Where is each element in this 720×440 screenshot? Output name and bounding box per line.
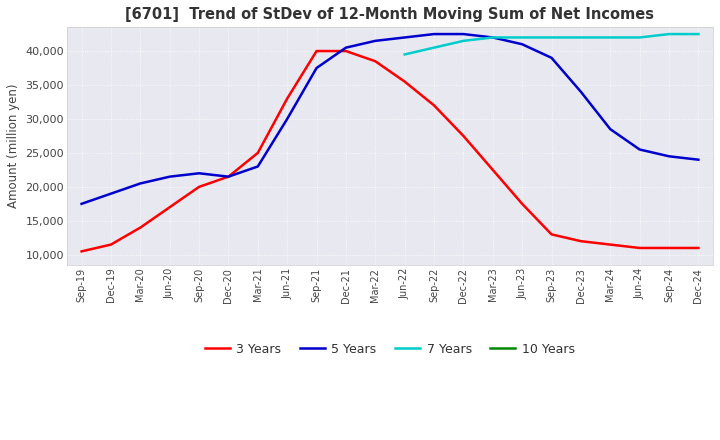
5 Years	[224, 174, 233, 180]
5 Years	[606, 126, 615, 132]
5 Years	[283, 116, 292, 121]
5 Years	[77, 201, 86, 206]
3 Years	[77, 249, 86, 254]
5 Years	[547, 55, 556, 60]
5 Years	[136, 181, 145, 186]
Line: 5 Years: 5 Years	[81, 34, 698, 204]
5 Years	[430, 31, 438, 37]
5 Years	[694, 157, 703, 162]
3 Years	[635, 246, 644, 251]
7 Years	[430, 45, 438, 50]
Title: [6701]  Trend of StDev of 12-Month Moving Sum of Net Incomes: [6701] Trend of StDev of 12-Month Moving…	[125, 7, 654, 22]
7 Years	[694, 31, 703, 37]
3 Years	[253, 150, 262, 156]
3 Years	[606, 242, 615, 247]
5 Years	[166, 174, 174, 180]
5 Years	[577, 89, 585, 95]
5 Years	[371, 38, 379, 44]
7 Years	[459, 38, 468, 44]
5 Years	[341, 45, 350, 50]
Line: 7 Years: 7 Years	[405, 34, 698, 55]
5 Years	[488, 35, 497, 40]
3 Years	[400, 79, 409, 84]
3 Years	[547, 232, 556, 237]
3 Years	[312, 48, 321, 54]
5 Years	[400, 35, 409, 40]
Y-axis label: Amount (million yen): Amount (million yen)	[7, 84, 20, 209]
7 Years	[665, 31, 673, 37]
Legend: 3 Years, 5 Years, 7 Years, 10 Years: 3 Years, 5 Years, 7 Years, 10 Years	[200, 338, 580, 361]
3 Years	[459, 133, 468, 139]
5 Years	[194, 171, 203, 176]
3 Years	[577, 238, 585, 244]
7 Years	[547, 35, 556, 40]
3 Years	[107, 242, 115, 247]
3 Years	[136, 225, 145, 230]
5 Years	[459, 31, 468, 37]
5 Years	[107, 191, 115, 196]
7 Years	[488, 35, 497, 40]
5 Years	[635, 147, 644, 152]
3 Years	[341, 48, 350, 54]
3 Years	[430, 103, 438, 108]
7 Years	[577, 35, 585, 40]
7 Years	[635, 35, 644, 40]
3 Years	[371, 59, 379, 64]
5 Years	[253, 164, 262, 169]
Line: 3 Years: 3 Years	[81, 51, 698, 251]
7 Years	[400, 52, 409, 57]
7 Years	[606, 35, 615, 40]
3 Years	[283, 96, 292, 101]
3 Years	[224, 174, 233, 180]
3 Years	[665, 246, 673, 251]
5 Years	[665, 154, 673, 159]
3 Years	[166, 205, 174, 210]
3 Years	[518, 201, 526, 206]
7 Years	[518, 35, 526, 40]
3 Years	[194, 184, 203, 190]
3 Years	[488, 167, 497, 172]
5 Years	[312, 66, 321, 71]
5 Years	[518, 42, 526, 47]
3 Years	[694, 246, 703, 251]
